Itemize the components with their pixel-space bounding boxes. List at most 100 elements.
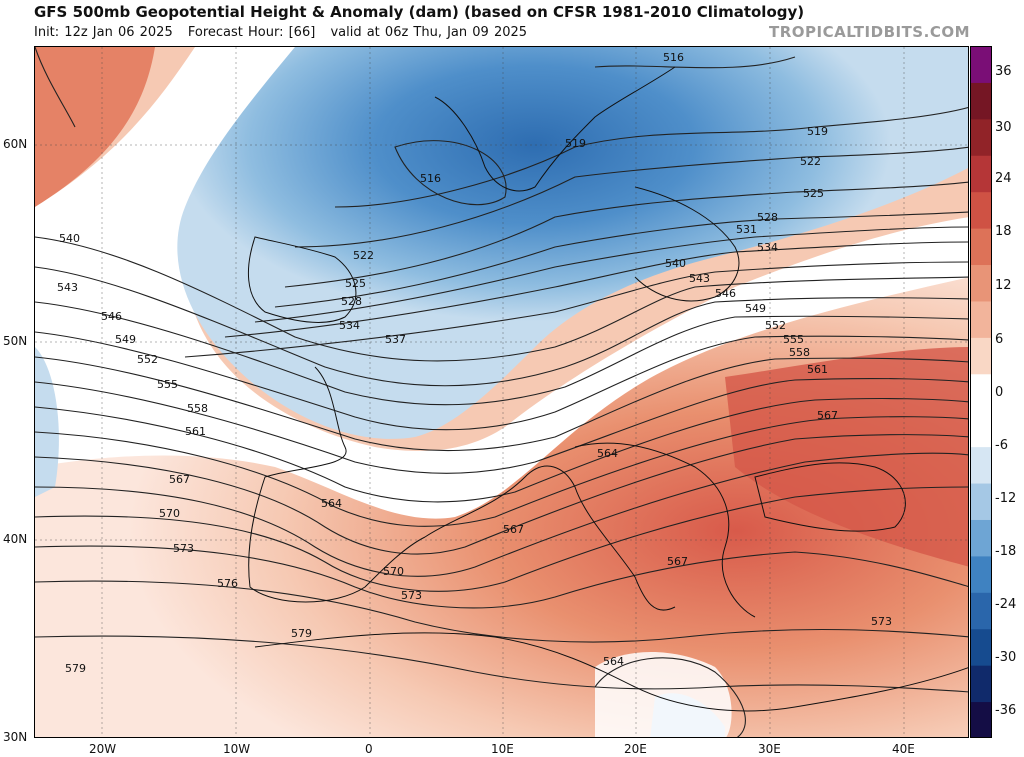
contour-519: [334, 106, 968, 208]
contour-label: 543: [689, 272, 710, 285]
contour-label: 546: [715, 287, 736, 300]
colorbar-label: -24: [995, 597, 1017, 612]
brand-watermark: TROPICALTIDBITS.COM: [769, 23, 970, 41]
colorbar-label: 0: [995, 385, 1004, 400]
lat-label-60n: 60N: [3, 137, 28, 151]
contour-label: 558: [187, 402, 208, 415]
contour-label: 540: [665, 257, 686, 270]
colorbar-segment: [970, 592, 992, 630]
contour-northwest: [35, 47, 76, 128]
height-contours: [35, 47, 968, 737]
colorbar-label: -30: [995, 650, 1017, 665]
init-time: Init: 12z Jan 06 2025: [34, 25, 173, 40]
contour-label: 525: [345, 277, 366, 290]
contour-label: 537: [385, 333, 406, 346]
contour-label: 519: [807, 125, 828, 138]
colorbar-segment: [970, 701, 992, 738]
colorbar-segment: [970, 446, 992, 484]
colorbar-segment: [970, 264, 992, 302]
lon-label-20w: 20W: [89, 742, 117, 756]
lat-label-40n: 40N: [3, 532, 28, 546]
anomaly-colorbar: [970, 46, 992, 738]
contour-label: 549: [745, 302, 766, 315]
contour-570: [35, 486, 968, 592]
contour-534: [224, 241, 968, 338]
page-title: GFS 500mb Geopotential Height & Anomaly …: [34, 3, 805, 21]
lon-label-30e: 30E: [758, 742, 781, 756]
colorbar-segment: [970, 373, 992, 411]
contour-label: 516: [420, 172, 441, 185]
contour-label: 552: [765, 319, 786, 332]
neutral-anomaly-band: [35, 47, 968, 519]
contour-540: [35, 236, 968, 362]
colorbar-segment: [970, 410, 992, 448]
forecast-hour: Forecast Hour: [66]: [187, 25, 316, 40]
colorbar-border: [970, 46, 992, 738]
colorbar-label: 30: [995, 120, 1012, 135]
contour-564: [35, 434, 968, 555]
contour-576: [35, 580, 968, 643]
strong-positive-anomaly: [725, 347, 968, 567]
lat-label-30n: 30N: [3, 730, 28, 744]
contour-516-north: [594, 56, 796, 69]
contour-label: 540: [59, 232, 80, 245]
positive-anomaly-northwest: [35, 47, 155, 207]
coastlines: [247, 66, 968, 712]
lat-label-50n: 50N: [3, 334, 28, 348]
contour-label: 528: [341, 295, 362, 308]
colorbar-segment: [970, 118, 992, 156]
coast-north-africa: [254, 632, 968, 712]
contour-label: 525: [803, 187, 824, 200]
coast-baltic: [634, 186, 740, 302]
run-info: Init: 12z Jan 06 2025 Forecast Hour: [66…: [34, 25, 537, 40]
contour-label: 564: [597, 447, 618, 460]
contour-567: [35, 452, 968, 577]
contour-label: 573: [401, 589, 422, 602]
contour-label: 579: [65, 662, 86, 675]
valid-time: valid at 06z Thu, Jan 09 2025: [330, 25, 528, 40]
colorbar-segment: [970, 82, 992, 120]
contour-label: 555: [157, 378, 178, 391]
contour-label: 552: [137, 353, 158, 366]
contour-label: 567: [503, 523, 524, 536]
colorbar-segment: [970, 628, 992, 666]
contour-label: 528: [757, 211, 778, 224]
neutral-anomaly-south: [595, 652, 732, 737]
contour-552: [35, 356, 968, 452]
contour-label: 543: [57, 281, 78, 294]
contour-label: 522: [800, 155, 821, 168]
contour-label: 564: [321, 497, 342, 510]
contour-label: 516: [663, 51, 684, 64]
lon-label-20e: 20E: [624, 742, 647, 756]
graticule: [35, 47, 968, 737]
colorbar-label: 36: [995, 64, 1012, 79]
colorbar-label: 24: [995, 171, 1012, 186]
contour-525: [284, 181, 968, 288]
colorbar-segment: [970, 191, 992, 229]
contour-543: [35, 266, 968, 387]
contour-label: 567: [169, 473, 190, 486]
contour-579: [35, 635, 968, 693]
contour-522: [294, 146, 968, 248]
coast-british-isles: [247, 236, 357, 323]
contour-label: 573: [173, 542, 194, 555]
colorbar-label: 6: [995, 332, 1004, 347]
colorbar-label: -6: [995, 438, 1008, 453]
colorbar-label: -36: [995, 703, 1017, 718]
coast-balkans: [574, 442, 756, 618]
coast-scandinavia: [434, 66, 676, 192]
lon-label-0: 0: [365, 742, 373, 756]
contour-564-south: [594, 657, 746, 737]
contour-531: [254, 226, 968, 323]
contour-label: 561: [807, 363, 828, 376]
map-panel: 516 516 519 519 522 522 525 525 528 528 …: [34, 46, 969, 738]
contour-label: 570: [383, 565, 404, 578]
contour-label: 573: [871, 615, 892, 628]
contour-label: 564: [603, 655, 624, 668]
contour-558: [35, 397, 968, 503]
contour-528: [274, 211, 968, 308]
contour-label: 567: [667, 555, 688, 568]
colorbar-segment: [970, 519, 992, 557]
contour-516-closed: [394, 140, 507, 206]
lon-label-10e: 10E: [491, 742, 514, 756]
